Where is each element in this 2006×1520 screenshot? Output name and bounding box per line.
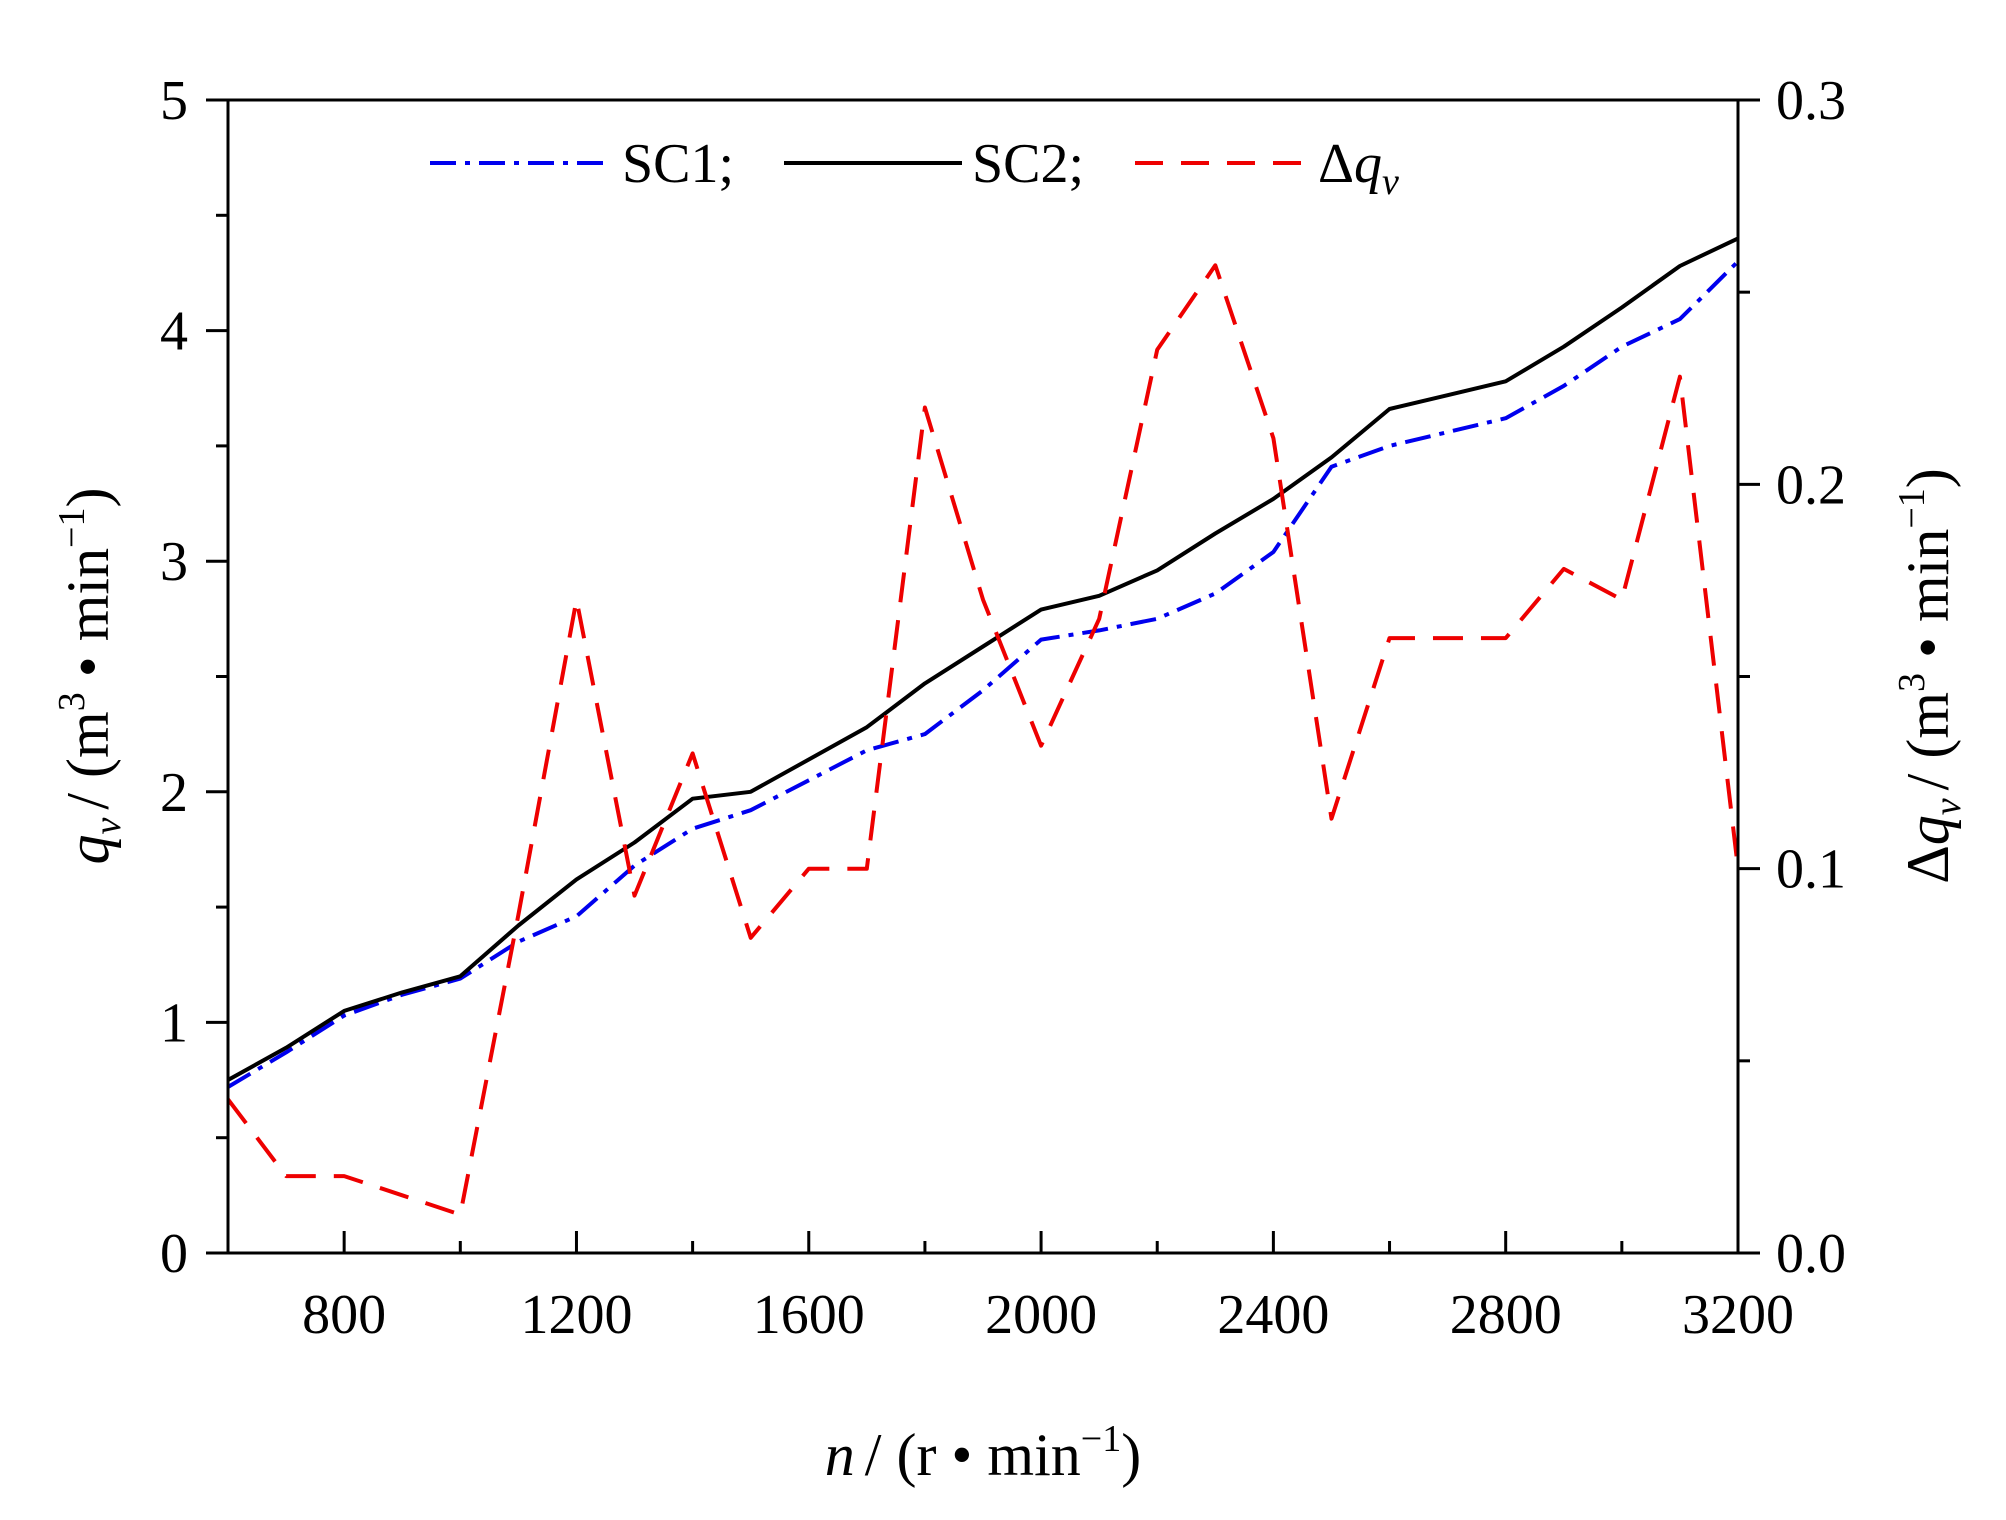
- y-left-tick-label: 4: [160, 301, 188, 363]
- y-axis-right-title: Δqv/ (m3 • min−1): [1891, 468, 1969, 884]
- y-left-tick-label: 0: [160, 1223, 188, 1285]
- series-sc2-line: [227, 236, 1739, 1082]
- x-tick-label: 2800: [1450, 1284, 1562, 1346]
- legend-sc2-label: SC2;: [972, 133, 1084, 195]
- y-axis-left-title: qv/ (m3 • min−1): [51, 488, 129, 865]
- y-right-tick-label: 0.2: [1776, 454, 1846, 516]
- series-layer: [226, 236, 1740, 1217]
- legend-dq-label: Δqv: [1318, 133, 1399, 203]
- x-tick-label: 800: [302, 1284, 386, 1346]
- x-tick-label: 3200: [1682, 1284, 1794, 1346]
- x-tick-label: 1200: [520, 1284, 632, 1346]
- legend-sc1-label: SC1;: [622, 133, 734, 195]
- y-left-tick-label: 2: [160, 762, 188, 824]
- plot-frame: [226, 98, 1740, 1255]
- series-sc1-line: [226, 259, 1740, 1089]
- label-layer: 800 1200 1600 2000 2400 2800 3200 0 1 2 3 4 5 0.0 0.1 0…: [160, 70, 1846, 1346]
- y-left-tick-label: 5: [160, 70, 188, 132]
- y-right-tick-label: 0.0: [1776, 1223, 1846, 1285]
- x-tick-label: 2000: [985, 1284, 1097, 1346]
- x-axis-title: n / (r • min−1): [825, 1418, 1141, 1488]
- x-tick-label: 1600: [753, 1284, 865, 1346]
- x-tick-label: 2400: [1217, 1284, 1329, 1346]
- y-right-tick-label: 0.1: [1776, 839, 1846, 901]
- y-left-tick-label: 3: [160, 531, 188, 593]
- y-right-tick-label: 0.3: [1776, 70, 1846, 132]
- tick-layer: [206, 98, 1760, 1255]
- y-left-tick-label: 1: [160, 992, 188, 1054]
- legend: SC1; SC2; Δqv: [430, 133, 1399, 203]
- series-delta-qv-line: [226, 263, 1740, 1217]
